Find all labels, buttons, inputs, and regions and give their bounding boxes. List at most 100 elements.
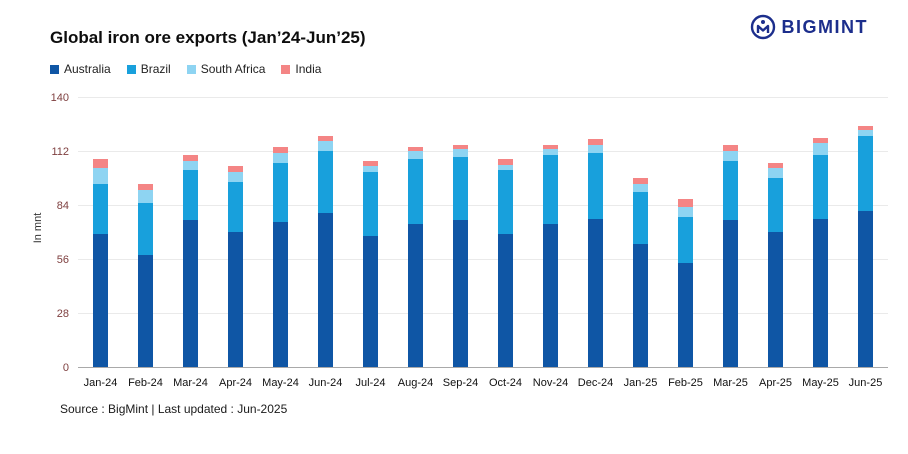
x-tick-label: Jun-25: [848, 377, 883, 389]
bar-segment-india: [768, 162, 783, 169]
bar-segment-south-africa: [633, 183, 648, 192]
x-tick-label: Jul-24: [355, 377, 386, 389]
gridline: [78, 313, 888, 314]
bar-segment-brazil: [768, 178, 783, 232]
bar-segment-south-africa: [768, 168, 783, 178]
bar-segment-south-africa: [93, 168, 108, 184]
bar-segment-india: [813, 137, 828, 144]
chart-legend: Australia Brazil South Africa India: [50, 62, 321, 76]
bar-segment-brazil: [678, 216, 693, 263]
x-tick-label: May-24: [262, 377, 299, 389]
bar-segment-brazil: [228, 181, 243, 232]
bar-segment-brazil: [183, 170, 198, 221]
bar-segment-australia: [768, 232, 783, 367]
y-tick-label: 56: [56, 254, 69, 266]
bar-segment-india: [318, 135, 333, 142]
chart-title: Global iron ore exports (Jan’24-Jun’25): [50, 28, 366, 47]
x-tick-label: Jun-24: [308, 377, 343, 389]
y-tick-label: 112: [51, 146, 69, 158]
bar-segment-south-africa: [588, 145, 603, 153]
bar-segment-brazil: [453, 156, 468, 221]
bar-segment-south-africa: [813, 143, 828, 155]
bar-jan-24: [93, 158, 108, 367]
bar-segment-south-africa: [723, 151, 738, 161]
bar-segment-india: [363, 160, 378, 167]
bar-segment-south-africa: [318, 141, 333, 152]
legend-item-india[interactable]: India: [281, 62, 321, 76]
bar-segment-india: [453, 145, 468, 150]
bar-segment-south-africa: [408, 151, 423, 159]
bar-segment-brazil: [273, 162, 288, 223]
brand-name: BIGMINT: [781, 16, 868, 37]
bar-segment-australia: [858, 210, 873, 367]
bar-jun-24: [318, 135, 333, 367]
x-tick-label: Feb-24: [128, 377, 163, 389]
bar-segment-australia: [408, 224, 423, 367]
bar-segment-south-africa: [678, 206, 693, 217]
bar-feb-24: [138, 183, 153, 367]
legend-swatch-icon: [126, 64, 136, 74]
bar-segment-australia: [678, 262, 693, 367]
bar-segment-australia: [723, 220, 738, 367]
bar-segment-brazil: [498, 170, 513, 234]
bar-nov-24: [543, 145, 558, 367]
x-tick-label: Jan-24: [83, 377, 118, 389]
x-tick-label: Mar-24: [173, 377, 208, 389]
bar-segment-australia: [363, 235, 378, 367]
bar-segment-south-africa: [453, 149, 468, 157]
bar-segment-australia: [453, 220, 468, 367]
legend-item-australia[interactable]: Australia: [50, 62, 111, 76]
x-tick-label: Mar-25: [713, 377, 748, 389]
legend-swatch-icon: [281, 64, 291, 74]
bar-segment-australia: [813, 218, 828, 367]
gridline: [78, 151, 888, 152]
bar-segment-australia: [228, 232, 243, 367]
bar-segment-india: [93, 158, 108, 169]
x-tick-label: Feb-25: [668, 377, 703, 389]
bar-segment-australia: [543, 224, 558, 367]
x-tick-label: Dec-24: [577, 377, 614, 389]
bar-mar-25: [723, 145, 738, 367]
bar-segment-brazil: [318, 151, 333, 213]
bar-segment-brazil: [363, 172, 378, 236]
bar-oct-24: [498, 158, 513, 367]
legend-swatch-icon: [50, 64, 59, 74]
bar-segment-india: [183, 154, 198, 161]
bar-mar-24: [183, 154, 198, 367]
legend-item-brazil[interactable]: Brazil: [126, 62, 171, 76]
y-tick-label: 140: [50, 92, 69, 104]
bar-segment-australia: [138, 255, 153, 367]
bar-segment-australia: [318, 212, 333, 367]
source-note: Source : BigMint | Last updated : Jun-20…: [60, 402, 288, 416]
y-tick-label: 28: [56, 308, 69, 320]
gridline: [78, 97, 888, 98]
x-tick-label: Sep-24: [442, 377, 479, 389]
bar-segment-south-africa: [228, 172, 243, 182]
gridline: [78, 205, 888, 206]
bar-may-25: [813, 137, 828, 367]
bar-segment-south-africa: [858, 129, 873, 136]
bar-segment-australia: [183, 220, 198, 367]
bar-sep-24: [453, 145, 468, 367]
bar-segment-india: [498, 158, 513, 165]
bar-segment-south-africa: [498, 164, 513, 171]
bar-segment-india: [273, 147, 288, 153]
bar-segment-australia: [93, 233, 108, 367]
bar-segment-india: [858, 125, 873, 130]
bar-segment-india: [228, 166, 243, 173]
x-axis-line: [78, 367, 888, 368]
gridline: [78, 259, 888, 260]
bar-segment-south-africa: [273, 152, 288, 163]
bar-segment-australia: [273, 222, 288, 367]
legend-item-south-africa[interactable]: South Africa: [186, 62, 266, 76]
bar-segment-india: [633, 178, 648, 184]
bar-segment-south-africa: [183, 160, 198, 171]
brand-logo: BIGMINT: [750, 14, 869, 40]
bar-segment-brazil: [813, 154, 828, 219]
legend-label: South Africa: [200, 62, 266, 76]
legend-label: India: [295, 62, 322, 76]
bar-jul-24: [363, 160, 378, 367]
bar-segment-india: [678, 199, 693, 207]
bar-segment-brazil: [858, 135, 873, 211]
